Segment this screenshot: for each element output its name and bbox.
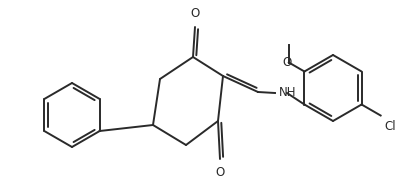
Text: Cl: Cl: [385, 119, 396, 132]
Text: NH: NH: [279, 87, 297, 99]
Text: O: O: [190, 7, 199, 20]
Text: O: O: [215, 166, 225, 179]
Text: O: O: [282, 56, 291, 69]
